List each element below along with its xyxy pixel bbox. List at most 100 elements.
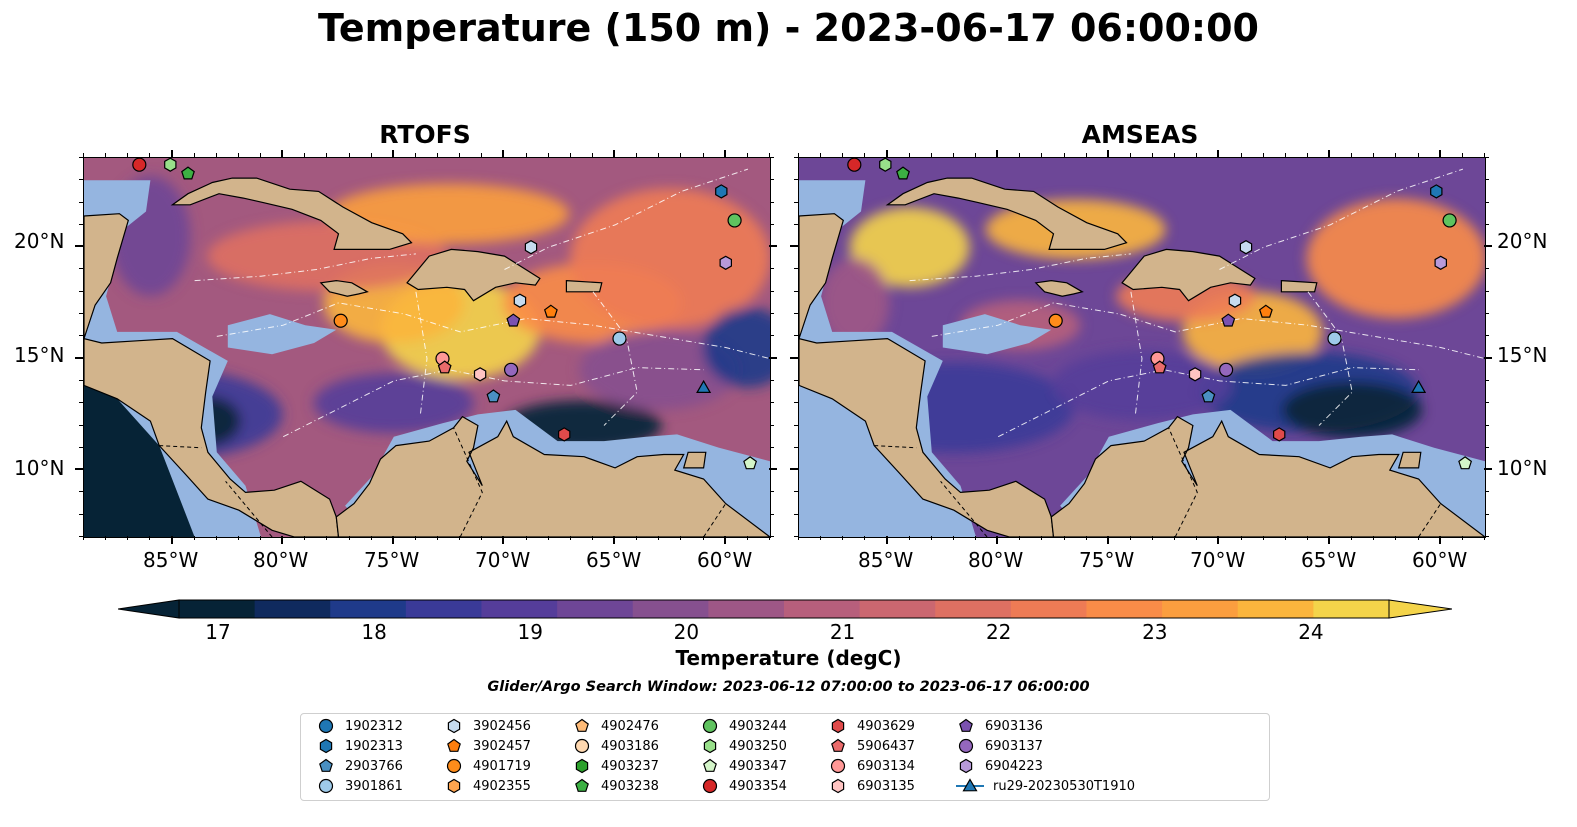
lon-major-tick (1106, 536, 1109, 544)
legend-label: 6903136 (985, 718, 1043, 734)
lon-minor-tick-top (1019, 153, 1021, 157)
lon-minor-tick (1373, 536, 1375, 540)
lat-minor-tick-right (1485, 290, 1489, 292)
legend-label: 4903629 (857, 718, 915, 734)
lon-minor-tick (658, 536, 660, 540)
lat-minor-tick-right (770, 446, 774, 448)
map-marker-3902457 (543, 304, 558, 318)
lon-minor-tick-top (481, 153, 483, 157)
lon-minor-tick (1129, 536, 1131, 540)
lon-label-75w-right: 75°W (1079, 548, 1135, 572)
lat-label-10n: 10°N (14, 456, 65, 480)
pentagon-marker-icon (575, 778, 589, 792)
lat-minor-tick (79, 357, 83, 359)
map-marker-6903135 (1188, 367, 1202, 382)
circle-marker-icon (318, 718, 334, 734)
lon-minor-tick-top (1218, 153, 1220, 157)
lat-minor-tick (794, 246, 798, 248)
circle-marker-icon (702, 718, 718, 734)
lat-minor-tick (79, 513, 83, 515)
rtofs-map (83, 157, 771, 538)
lon-minor-tick (149, 536, 151, 540)
lon-minor-tick (680, 536, 682, 540)
lat-minor-tick-right (1485, 491, 1489, 493)
lon-minor-tick-top (392, 153, 394, 157)
lat-minor-tick (794, 201, 798, 203)
colorbar-label: Temperature (degC) (675, 646, 902, 670)
lon-minor-tick (591, 536, 593, 540)
lon-major-tick (170, 536, 173, 544)
lat-minor-tick-right (770, 157, 774, 158)
legend-label: 4902476 (601, 718, 659, 734)
lon-minor-tick-top (569, 153, 571, 157)
map-marker-3902456 (524, 240, 538, 255)
lon-minor-tick (1484, 536, 1485, 540)
lon-minor-tick (864, 536, 866, 540)
lon-minor-tick-top (260, 153, 262, 157)
lon-minor-tick (525, 536, 527, 540)
lat-minor-tick-right (1485, 223, 1489, 225)
lat-minor-tick-right (1485, 513, 1489, 515)
lat-minor-tick-right (770, 223, 774, 225)
lon-minor-tick (1041, 536, 1043, 540)
lat-minor-tick-right (770, 268, 774, 270)
lat-minor-tick (79, 424, 83, 426)
lon-minor-tick-top (1063, 153, 1065, 157)
lat-minor-tick (79, 201, 83, 203)
legend-label: 4903347 (729, 758, 787, 774)
lat-minor-tick (794, 157, 798, 158)
legend-label: 4902355 (473, 778, 531, 794)
lat-minor-tick (794, 357, 798, 359)
lat-minor-tick-right (770, 246, 774, 248)
lon-minor-tick (1152, 536, 1154, 540)
lon-minor-tick (798, 536, 799, 540)
lon-minor-tick-top (1373, 153, 1375, 157)
lat-minor-tick (794, 379, 798, 381)
lon-minor-tick (886, 536, 888, 540)
lon-minor-tick-top (1262, 153, 1264, 157)
search-window-text: Glider/Argo Search Window: 2023-06-12 07… (487, 679, 1090, 695)
lat-minor-tick (79, 491, 83, 493)
lat-minor-tick (79, 290, 83, 292)
colorbar-segment (557, 600, 634, 618)
lat-minor-tick-right (770, 469, 774, 471)
lon-minor-tick-top (525, 153, 527, 157)
lon-minor-tick (304, 536, 306, 540)
map-marker-4903244 (1442, 213, 1457, 228)
colorbar-segment (179, 600, 256, 618)
lon-minor-tick (842, 536, 844, 540)
map-marker-3901861 (612, 331, 627, 346)
lon-minor-tick-top (237, 153, 239, 157)
lon-minor-tick-top (842, 153, 844, 157)
lat-minor-tick (79, 313, 83, 315)
circle-marker-icon (702, 778, 718, 794)
map-marker-4903347 (1458, 456, 1473, 470)
legend-entry-3902457: 3902457 (443, 736, 531, 756)
lon-minor-tick-top (1174, 153, 1176, 157)
lat-minor-tick-right (770, 379, 774, 381)
lat-minor-tick (79, 335, 83, 337)
lon-minor-tick (459, 536, 461, 540)
amseas-map (798, 157, 1486, 538)
lon-minor-tick-top (1196, 153, 1198, 157)
lat-minor-tick (79, 536, 83, 537)
map-marker-6903137 (1218, 362, 1234, 377)
map-marker-6903137 (503, 362, 519, 377)
lat-minor-tick-right (1485, 469, 1489, 471)
legend-label: 4903186 (601, 738, 659, 754)
lat-minor-tick (79, 179, 83, 181)
legend-label: 3902457 (473, 738, 531, 754)
map-marker-6904223 (1434, 255, 1448, 270)
lon-minor-tick (614, 536, 616, 540)
lon-minor-tick-top (886, 153, 888, 157)
legend-entry-4903629: 4903629 (827, 716, 915, 736)
lat-minor-tick (79, 268, 83, 270)
lon-major-tick (613, 536, 616, 544)
lon-minor-tick-top (798, 153, 799, 157)
colorbar-tick-label: 22 (985, 620, 1012, 644)
lon-minor-tick-top (1417, 153, 1419, 157)
lat-minor-tick (79, 223, 83, 225)
lon-minor-tick (127, 536, 129, 540)
lon-minor-tick-top (1284, 153, 1286, 157)
lat-minor-tick-right (770, 491, 774, 493)
